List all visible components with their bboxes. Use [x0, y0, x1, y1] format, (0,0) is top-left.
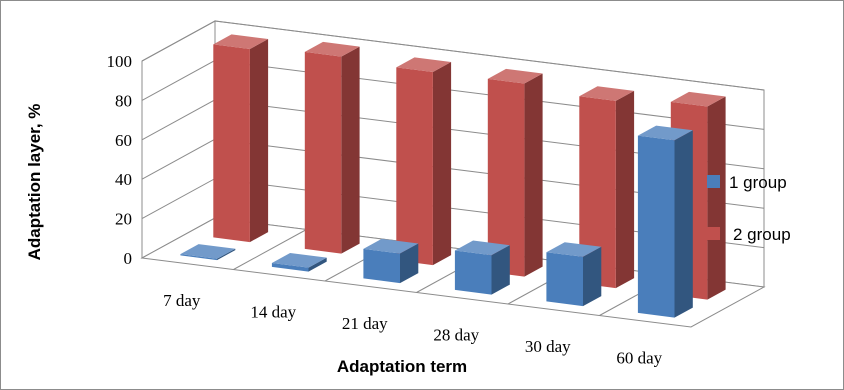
bar-1-group-7-day: [180, 244, 236, 261]
bar-2-group-30-day: [579, 86, 635, 289]
y-tick-label: 60: [115, 131, 132, 150]
y-tick-label: 100: [107, 52, 133, 71]
bar-1-group-60-day: [637, 125, 693, 318]
x-axis-label: Adaptation term: [337, 357, 467, 376]
x-tick-labels: 7 day 14 day 21 day 28 day 30 day 60 day: [163, 291, 663, 368]
bar-2-group-7-day: [213, 34, 269, 243]
y-tick-label: 0: [124, 249, 133, 268]
gridline: [141, 20, 765, 91]
legend: 1 group 2 group: [707, 173, 791, 244]
y-axis-label: Adaptation layer, %: [25, 104, 44, 261]
x-tick-label: 60 day: [616, 348, 662, 367]
bar-1-group-21-day: [363, 238, 419, 284]
x-tick-label: 28 day: [433, 325, 479, 344]
x-tick-label: 7 day: [163, 291, 201, 310]
bar-2-group-21-day: [396, 57, 452, 266]
x-tick-label: 14 day: [250, 302, 296, 321]
x-tick-label: 21 day: [342, 314, 388, 333]
legend-swatch-2-group: [707, 227, 720, 240]
bar-2-group-28-day: [487, 68, 543, 277]
bar-1-group-14-day: [271, 253, 327, 272]
bar-1-group-30-day: [546, 242, 602, 307]
bar-2-group-14-day: [304, 41, 360, 254]
bar-1-group-28-day: [454, 240, 510, 295]
side-wall: [141, 20, 216, 259]
legend-label-2-group: 2 group: [733, 225, 791, 244]
floor-divider: [233, 229, 307, 270]
y-tick-label: 80: [115, 91, 132, 110]
y-tick-labels: 0 20 40 60 80 100: [107, 52, 133, 268]
y-tick-label: 20: [115, 210, 132, 229]
x-tick-label: 30 day: [525, 337, 571, 356]
chart-bars: [180, 34, 726, 318]
y-tick-label: 40: [115, 170, 132, 189]
legend-swatch-1-group: [707, 175, 720, 188]
legend-label-1-group: 1 group: [729, 173, 787, 192]
